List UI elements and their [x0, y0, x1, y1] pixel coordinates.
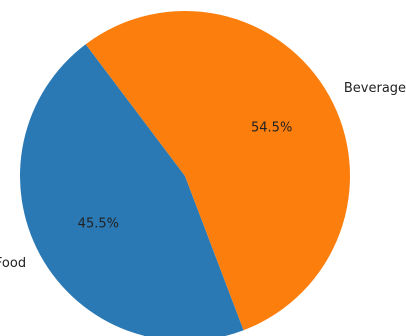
pie-percent-food: 45.5% [78, 216, 119, 231]
pie-percent-beverages: 54.5% [251, 121, 292, 136]
pie-slice-beverages [85, 10, 350, 331]
pie-slice-food [20, 44, 244, 336]
pie-labels: Food 45.5% Beverages 54.5% [0, 81, 406, 271]
pie-label-food: Food [0, 256, 26, 271]
pie-label-beverages: Beverages [344, 81, 406, 96]
pie-slices [20, 10, 350, 336]
